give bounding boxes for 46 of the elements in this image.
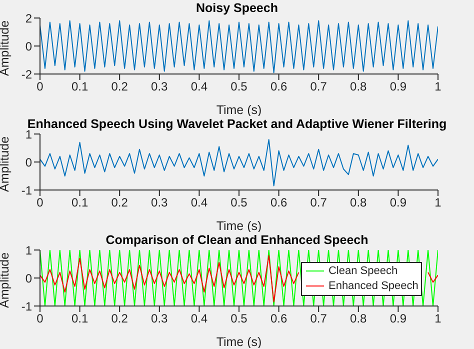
x-tick-label: 0.3	[151, 196, 168, 210]
x-tick-label: 0.2	[111, 196, 128, 210]
x-tick-label: 1	[434, 196, 442, 210]
x-tick-label: 0.8	[350, 312, 368, 326]
x-tick-label: 0.3	[151, 80, 168, 94]
legend-label: Clean Speech	[328, 264, 398, 279]
y-tick-label: -1	[21, 299, 32, 314]
x-tick-label: 0.6	[270, 196, 288, 210]
x-tick-label: 0.5	[230, 80, 248, 94]
x-tick-label: 0.5	[230, 312, 248, 326]
y-tick-label: 1	[25, 243, 32, 258]
x-tick-label: 0.9	[390, 196, 407, 210]
x-tick-label: 0.5	[230, 196, 248, 210]
y-tick-label: 0	[25, 155, 32, 170]
x-tick-label: 0.7	[310, 196, 328, 210]
x-tick-label: 0	[36, 80, 44, 94]
x-tick-label: 0.6	[270, 312, 288, 326]
x-tick-label: 0.8	[350, 80, 368, 94]
x-tick-label: 0.7	[310, 312, 328, 326]
x-tick-label: 0.7	[310, 80, 328, 94]
x-tick-label: 0	[36, 312, 44, 326]
y-tick-label: 0	[25, 271, 32, 286]
x-tick-label: 0.1	[71, 80, 88, 94]
x-tick-label: 0.6	[270, 80, 288, 94]
x-tick-label: 1	[434, 80, 442, 94]
x-tick-label: 0.4	[190, 80, 208, 94]
y-tick-label: -1	[21, 183, 32, 198]
y-tick-label: 2	[25, 11, 32, 26]
x-tick-label: 0.2	[111, 312, 128, 326]
x-tick-label: 1	[434, 312, 442, 326]
x-tick-label: 0.4	[190, 196, 208, 210]
y-tick-label: -2	[21, 67, 32, 82]
x-tick-label: 0	[36, 196, 44, 210]
x-tick-label: 0.9	[390, 312, 407, 326]
chart-title: Comparison of Clean and Enhanced Speech	[106, 233, 368, 247]
x-tick-label: 0.8	[350, 196, 368, 210]
x-tick-label: 0.1	[71, 196, 88, 210]
x-tick-label: 0.9	[390, 80, 407, 94]
y-tick-label: 0	[25, 39, 32, 54]
line-series	[40, 139, 438, 186]
x-tick-label: 0.3	[151, 312, 168, 326]
x-tick-label: 0.2	[111, 80, 128, 94]
x-tick-label: 0.1	[71, 312, 88, 326]
legend-label: Enhanced Speech	[328, 278, 418, 294]
chart-title: Noisy Speech	[196, 1, 278, 15]
x-tick-label: 0.4	[190, 312, 208, 326]
